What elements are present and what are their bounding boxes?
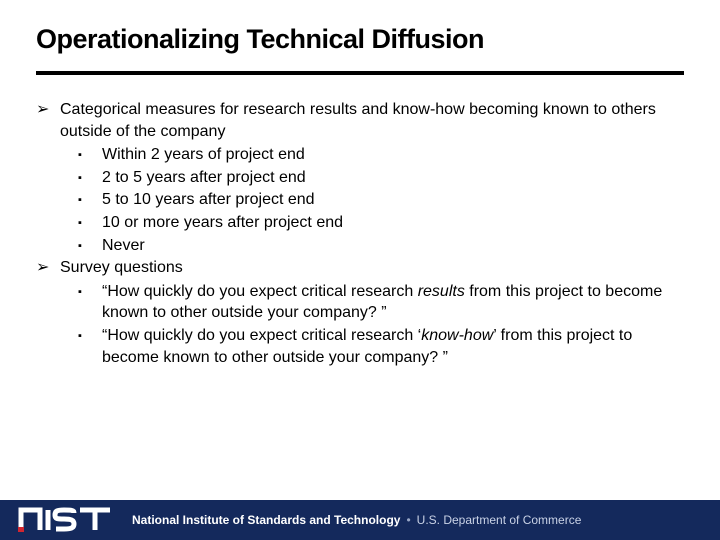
square-icon: ▪ — [78, 144, 102, 166]
list-item: ➢ Categorical measures for research resu… — [36, 99, 684, 142]
nist-logo-icon — [18, 507, 114, 533]
sub-list-item: ▪ 10 or more years after project end — [78, 212, 684, 234]
title-block: Operationalizing Technical Diffusion — [0, 0, 720, 63]
footer-bar: National Institute of Standards and Tech… — [0, 500, 720, 540]
page-title: Operationalizing Technical Diffusion — [36, 24, 684, 55]
emphasis: know-how — [421, 327, 493, 344]
sub-list-item-text: “How quickly do you expect critical rese… — [102, 281, 684, 324]
list-item-text: Survey questions — [60, 257, 684, 279]
square-icon: ▪ — [78, 235, 102, 257]
sub-list-item: ▪ Within 2 years of project end — [78, 144, 684, 166]
arrow-icon: ➢ — [36, 257, 60, 279]
square-icon: ▪ — [78, 325, 102, 368]
square-icon: ▪ — [78, 167, 102, 189]
text-run: “How quickly do you expect critical rese… — [102, 327, 421, 344]
content-area: ➢ Categorical measures for research resu… — [0, 75, 720, 500]
list-item: ➢ Survey questions — [36, 257, 684, 279]
sub-list-item-text: 2 to 5 years after project end — [102, 167, 684, 189]
sub-list-item-text: “How quickly do you expect critical rese… — [102, 325, 684, 368]
sub-list-item-text: 10 or more years after project end — [102, 212, 684, 234]
sub-list-item: ▪ 2 to 5 years after project end — [78, 167, 684, 189]
text-run: “How quickly do you expect critical rese… — [102, 283, 418, 300]
emphasis: results — [418, 283, 465, 300]
square-icon: ▪ — [78, 189, 102, 211]
square-icon: ▪ — [78, 281, 102, 324]
arrow-icon: ➢ — [36, 99, 60, 142]
square-icon: ▪ — [78, 212, 102, 234]
sub-list-item-text: Within 2 years of project end — [102, 144, 684, 166]
list-item-text: Categorical measures for research result… — [60, 99, 684, 142]
separator-icon: • — [406, 513, 410, 527]
footer-dept: U.S. Department of Commerce — [417, 513, 582, 527]
footer-text: National Institute of Standards and Tech… — [132, 513, 581, 527]
sub-list-item: ▪ “How quickly do you expect critical re… — [78, 325, 684, 368]
footer-org: National Institute of Standards and Tech… — [132, 513, 400, 527]
sub-list-item: ▪ Never — [78, 235, 684, 257]
sub-list-item-text: 5 to 10 years after project end — [102, 189, 684, 211]
slide: Operationalizing Technical Diffusion ➢ C… — [0, 0, 720, 540]
sub-list-item: ▪ 5 to 10 years after project end — [78, 189, 684, 211]
sub-list-item-text: Never — [102, 235, 684, 257]
sub-list-item: ▪ “How quickly do you expect critical re… — [78, 281, 684, 324]
